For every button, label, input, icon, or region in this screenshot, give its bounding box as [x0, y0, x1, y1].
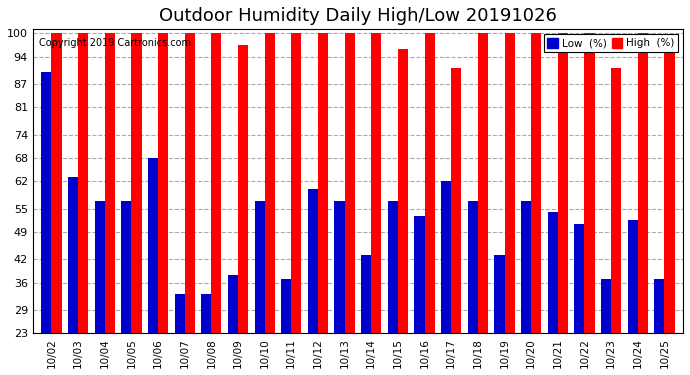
Bar: [121, 201, 131, 375]
Bar: [478, 33, 488, 375]
Bar: [175, 294, 185, 375]
Bar: [361, 255, 371, 375]
Bar: [415, 216, 424, 375]
Bar: [388, 201, 398, 375]
Bar: [628, 220, 638, 375]
Bar: [398, 49, 408, 375]
Bar: [95, 201, 105, 375]
Bar: [424, 33, 435, 375]
Bar: [335, 201, 344, 375]
Bar: [265, 33, 275, 375]
Bar: [574, 224, 584, 375]
Bar: [185, 33, 195, 375]
Bar: [504, 33, 515, 375]
Bar: [291, 33, 302, 375]
Bar: [158, 33, 168, 375]
Bar: [228, 275, 238, 375]
Bar: [211, 33, 221, 375]
Bar: [41, 72, 52, 375]
Bar: [148, 158, 158, 375]
Bar: [664, 45, 675, 375]
Bar: [494, 255, 504, 375]
Bar: [78, 33, 88, 375]
Bar: [548, 213, 558, 375]
Bar: [611, 68, 621, 375]
Legend: Low  (%), High  (%): Low (%), High (%): [544, 34, 678, 52]
Bar: [654, 279, 664, 375]
Bar: [558, 33, 568, 375]
Bar: [238, 45, 248, 375]
Bar: [52, 33, 61, 375]
Bar: [68, 177, 78, 375]
Bar: [638, 33, 648, 375]
Bar: [255, 201, 265, 375]
Bar: [201, 294, 211, 375]
Title: Outdoor Humidity Daily High/Low 20191026: Outdoor Humidity Daily High/Low 20191026: [159, 7, 557, 25]
Bar: [468, 201, 478, 375]
Bar: [282, 279, 291, 375]
Bar: [531, 33, 541, 375]
Bar: [131, 33, 141, 375]
Bar: [318, 33, 328, 375]
Bar: [371, 33, 382, 375]
Bar: [451, 68, 462, 375]
Text: Copyright 2019 Cartronics.com: Copyright 2019 Cartronics.com: [39, 38, 191, 48]
Bar: [441, 181, 451, 375]
Bar: [105, 33, 115, 375]
Bar: [601, 279, 611, 375]
Bar: [584, 33, 595, 375]
Bar: [521, 201, 531, 375]
Bar: [308, 189, 318, 375]
Bar: [344, 33, 355, 375]
